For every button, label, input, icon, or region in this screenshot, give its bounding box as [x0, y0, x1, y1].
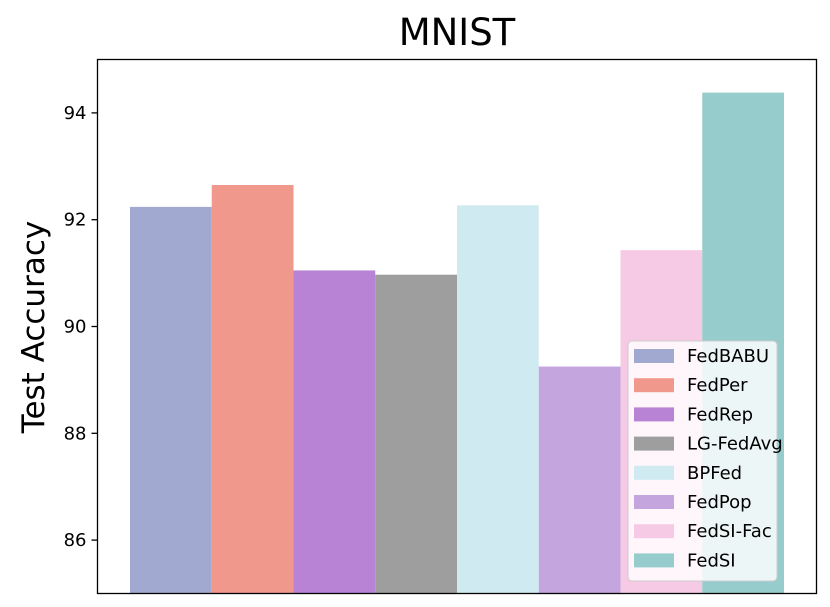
bar-fedbabu — [130, 206, 212, 594]
legend-swatch-lg-fedavg — [634, 436, 674, 451]
legend-swatch-fedsi — [634, 553, 674, 568]
y-axis-label: Test Accuracy — [16, 221, 52, 434]
y-tick-label: 90 — [64, 317, 87, 338]
bar-lg-fedavg — [375, 274, 457, 594]
chart-title: MNIST — [399, 11, 516, 54]
legend-swatch-fedbabu — [634, 349, 674, 363]
legend-label-fedrep: FedRep — [687, 404, 753, 425]
legend: FedBABU FedPer FedRep LG-FedAvg BPFed FedPop F… — [627, 340, 783, 582]
legend-label-fedsi: FedSI — [687, 550, 736, 571]
legend-box — [627, 340, 778, 582]
legend-label-fedpop: FedPop — [687, 492, 752, 513]
y-axis: 86 88 90 92 94 — [64, 103, 98, 551]
bar-bpfed — [457, 205, 539, 594]
legend-swatch-fedper — [634, 378, 674, 393]
bar-fedper — [211, 184, 294, 594]
legend-swatch-fedsi-fac — [634, 524, 674, 539]
legend-label-fedbabu: FedBABU — [687, 346, 769, 367]
bar-fedrep — [293, 270, 376, 594]
legend-label-lg-fedavg: LG-FedAvg — [687, 434, 783, 455]
legend-label-bpfed: BPFed — [687, 463, 742, 484]
y-tick-label: 88 — [64, 423, 87, 444]
bar-fedpop — [538, 366, 621, 594]
y-tick-label: 92 — [64, 210, 87, 231]
y-tick-label: 94 — [64, 103, 87, 124]
plot-frame — [96, 58, 818, 595]
legend-swatch-bpfed — [634, 465, 674, 480]
y-tick-label: 86 — [64, 530, 87, 551]
legend-swatch-fedpop — [634, 495, 674, 509]
legend-label-fedper: FedPer — [687, 375, 748, 396]
legend-label-fedsi-fac: FedSI-Fac — [687, 521, 772, 542]
legend-swatch-fedrep — [634, 407, 674, 422]
